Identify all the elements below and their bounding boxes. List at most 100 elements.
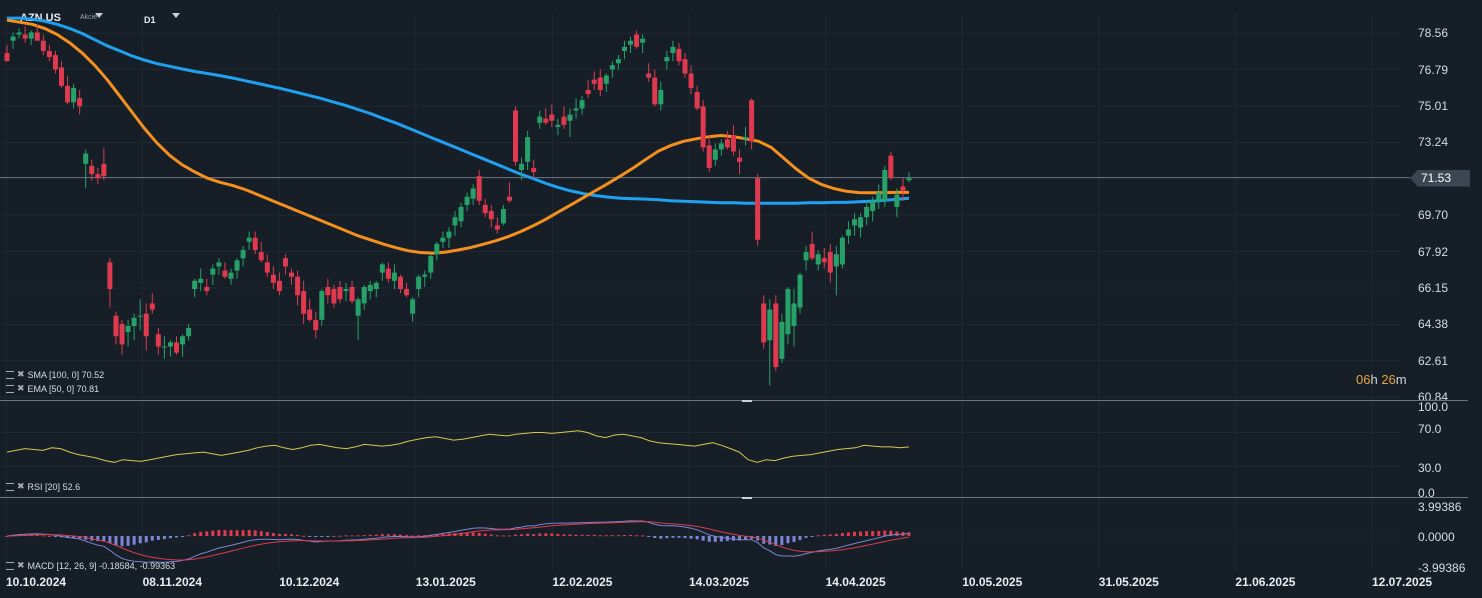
time-axis-label: 31.05.2025 <box>1098 575 1159 589</box>
candle-body <box>537 116 543 123</box>
macd-histogram-bar <box>810 536 814 537</box>
candle-body <box>216 262 222 267</box>
macd-histogram-bar <box>507 535 511 537</box>
candle-body <box>628 40 634 45</box>
candle-body <box>192 280 198 290</box>
candle-body <box>888 155 894 179</box>
candle-body <box>113 315 119 337</box>
pane-resize-handle[interactable] <box>742 400 752 402</box>
candle-body <box>755 178 761 240</box>
candle-body <box>58 67 64 86</box>
sma-legend[interactable]: ✖ SMA [100, 0] 70.52 <box>6 369 104 380</box>
symbol-name[interactable]: AZN.US <box>20 12 61 24</box>
rsi-legend[interactable]: ✖ RSI [20] 52.6 <box>6 481 80 492</box>
close-icon[interactable]: ✖ <box>17 481 25 491</box>
pane-resize-handle[interactable] <box>742 497 752 499</box>
macd-histogram-bar <box>635 535 639 537</box>
macd-histogram-bar <box>895 531 899 536</box>
macd-histogram-bar <box>290 534 294 536</box>
macd-histogram-bar <box>150 536 154 541</box>
candle-body <box>222 270 228 277</box>
candle-body <box>621 46 627 51</box>
close-icon[interactable]: ✖ <box>17 369 25 379</box>
macd-histogram-bar <box>556 533 560 536</box>
candle-body <box>809 243 815 259</box>
candle-body <box>77 98 83 107</box>
pane-divider[interactable] <box>0 400 1468 401</box>
macd-histogram-bar <box>562 534 566 536</box>
candle-body <box>458 206 464 222</box>
candle-body <box>180 336 186 345</box>
macd-histogram-bar <box>707 536 711 542</box>
macd-histogram-bar <box>610 535 614 537</box>
candle-body <box>882 169 888 201</box>
candle-body <box>131 317 137 326</box>
macd-histogram-bar <box>665 536 669 539</box>
macd-axis-bottom: -3.99386 <box>1418 561 1466 575</box>
macd-histogram-bar <box>834 533 838 536</box>
timeframe-selector[interactable]: D1 <box>144 15 156 25</box>
candle-body <box>797 274 803 308</box>
close-icon[interactable]: ✖ <box>17 383 25 393</box>
settings-icon[interactable] <box>6 384 14 393</box>
macd-histogram-bar <box>889 530 893 536</box>
candle-body <box>839 237 845 265</box>
macd-histogram-bar <box>53 536 57 537</box>
timeframe-dropdown-icon[interactable] <box>172 13 180 18</box>
settings-icon[interactable] <box>6 561 14 570</box>
candle-body <box>391 272 397 281</box>
candle-body <box>101 163 107 177</box>
candle-body <box>670 46 676 53</box>
candle-body <box>355 299 361 316</box>
candle-body <box>125 325 131 333</box>
time-axis-label: 08.11.2024 <box>142 575 202 589</box>
candle-body <box>95 174 101 179</box>
macd-histogram-bar <box>326 536 330 537</box>
close-icon[interactable]: ✖ <box>17 560 25 570</box>
settings-icon[interactable] <box>6 370 14 379</box>
macd-legend[interactable]: ✖ MACD [12, 26, 9] -0.18584, -0.99363 <box>6 560 175 571</box>
candle-body <box>555 124 561 127</box>
rsi-pane <box>0 430 1400 467</box>
macd-histogram-bar <box>471 532 475 536</box>
price-axis-label: 66.15 <box>1418 281 1449 295</box>
macd-histogram-bar <box>259 531 263 536</box>
candle-body <box>16 32 22 35</box>
price-axis-label: 73.24 <box>1418 135 1449 150</box>
pane-divider[interactable] <box>0 497 1468 498</box>
candle-body <box>343 289 349 292</box>
macd-histogram-bar <box>713 536 717 542</box>
ema-label: EMA [50, 0] 70.81 <box>27 383 100 394</box>
macd-histogram-bar <box>374 534 378 536</box>
candle-body <box>676 48 682 62</box>
candle-body <box>4 52 10 62</box>
candle-body <box>525 137 531 162</box>
macd-histogram-bar <box>168 536 172 539</box>
candle-body <box>845 229 851 236</box>
ema-legend[interactable]: ✖ EMA [50, 0] 70.81 <box>6 383 99 394</box>
sma-label: SMA [100, 0] 70.52 <box>27 369 105 380</box>
time-axis-label: 12.02.2025 <box>552 575 613 589</box>
candle-body <box>270 274 276 283</box>
macd-histogram-bar <box>865 531 869 536</box>
candle-body <box>870 200 876 212</box>
settings-icon[interactable] <box>6 482 14 491</box>
candle-body <box>379 264 385 273</box>
candle-body <box>349 286 355 302</box>
symbol-dropdown-icon[interactable] <box>95 13 103 18</box>
macd-histogram-bar <box>822 534 826 536</box>
candle-body <box>89 165 95 175</box>
candle-body <box>585 89 591 95</box>
macd-histogram-bar <box>768 536 772 545</box>
candle-body <box>34 32 40 41</box>
rsi-axis-0: 0.0 <box>1418 486 1435 500</box>
rsi-line <box>6 430 910 463</box>
macd-histogram-bar <box>175 536 179 538</box>
macd-histogram-bar <box>501 535 505 537</box>
macd-histogram-bar <box>405 535 409 537</box>
macd-histogram-bar <box>514 534 518 536</box>
candle-body <box>143 313 149 337</box>
candle-body <box>325 286 331 296</box>
macd-histogram-bar <box>302 535 306 537</box>
